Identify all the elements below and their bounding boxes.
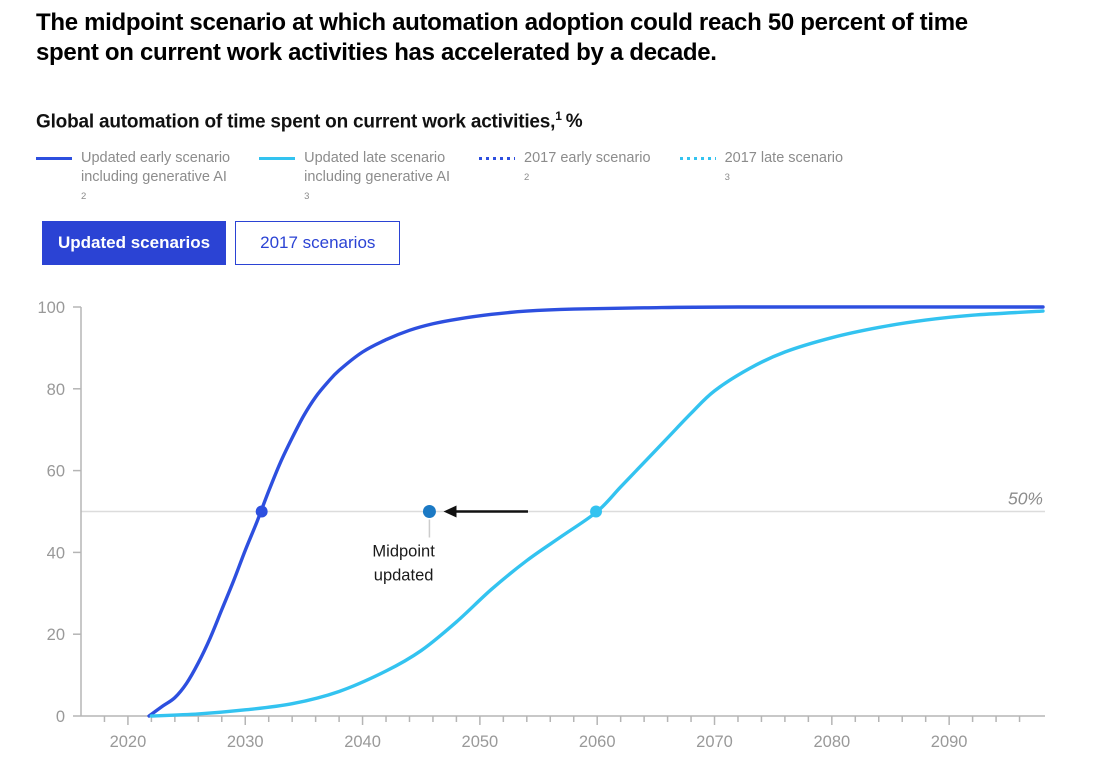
late-scenario-curve <box>149 309 1045 718</box>
legend-label: Updated late scenario <box>304 150 446 166</box>
legend-label: 2017 late scenario 3 <box>724 150 844 183</box>
chart-area: 0 20 40 60 80 100 2020 2030 2040 2050 2060 2070 2080… <box>0 288 1095 771</box>
2017-scenarios-button[interactable]: 2017 scenarios <box>235 221 401 265</box>
subtitle-text: Global automation of time spent on curre… <box>36 111 556 133</box>
x-tick-label: 2090 <box>931 733 968 751</box>
shift-arrow-head-icon <box>443 505 457 518</box>
subtitle-unit: % <box>565 111 583 133</box>
y-tick-label: 40 <box>47 544 65 562</box>
y-tick-label: 0 <box>56 708 65 726</box>
y-tick-label: 80 <box>47 381 65 399</box>
legend: Updated early scenario including generati… <box>36 149 843 211</box>
updated-scenarios-button[interactable]: Updated scenarios <box>42 221 227 265</box>
fifty-percent-label: 50% <box>1008 489 1043 509</box>
legend-label: 2017 early scenario 2 <box>524 150 651 183</box>
scenario-toggle: Updated scenarios 2017 scenarios <box>42 221 401 265</box>
x-tick-label: 2060 <box>579 733 616 751</box>
dotted-line-swatch-icon <box>479 157 516 160</box>
midpoint-annotation-text: Midpoint <box>372 542 435 560</box>
early-scenario-curve <box>147 305 1045 718</box>
midpoint-annotation-text: updated <box>374 566 434 584</box>
x-tick-label: 2080 <box>813 733 850 751</box>
x-tick-label: 2030 <box>227 733 264 751</box>
legend-item-updated-late: Updated late scenario including generativ… <box>259 149 450 211</box>
x-tick-label: 2070 <box>696 733 733 751</box>
legend-item-updated-early: Updated early scenario including generati… <box>36 149 230 211</box>
chart-subtitle: Global automation of time spent on curre… <box>36 109 583 133</box>
legend-label-line2: including generative AI 2 <box>81 169 227 202</box>
legend-item-2017-late: 2017 late scenario 3 <box>679 149 844 192</box>
legend-item-2017-early: 2017 early scenario 2 <box>479 149 651 192</box>
late-midpoint-dot <box>590 505 603 518</box>
page-title: The midpoint scenario at which automatio… <box>36 9 968 66</box>
legend-label: Updated early scenario <box>81 150 231 166</box>
x-tick-label: 2040 <box>344 733 381 751</box>
solid-line-swatch-icon <box>36 157 72 160</box>
x-tick-label: 2050 <box>462 733 499 751</box>
dotted-line-swatch-icon <box>679 157 716 160</box>
legend-label-line2: including generative AI 3 <box>304 169 451 202</box>
y-tick-label: 100 <box>37 299 65 317</box>
y-tick-label: 60 <box>47 463 65 481</box>
y-tick-label: 20 <box>47 626 65 644</box>
subtitle-footnote-marker: 1 <box>555 109 562 123</box>
x-tick-label: 2020 <box>110 733 147 751</box>
updated-midpoint-dot <box>422 505 436 518</box>
early-midpoint-dot <box>255 505 268 518</box>
solid-line-swatch-icon <box>259 157 296 160</box>
